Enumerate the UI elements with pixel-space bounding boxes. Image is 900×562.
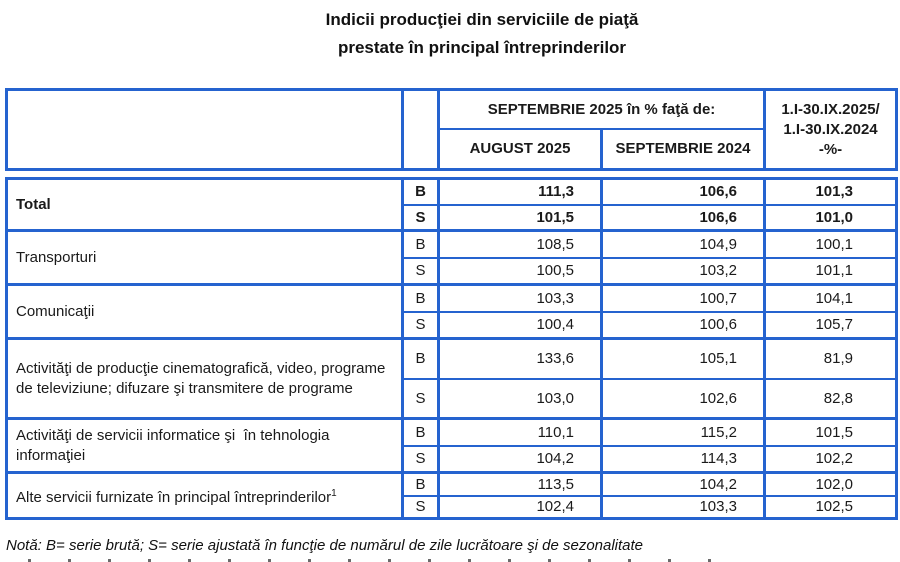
table-body: Total B 111,3 106,6 101,3 S 101,5 106,6 … (5, 177, 898, 520)
table-row: Alte servicii furnizate în principal înt… (5, 471, 898, 520)
value-cell: 108,5 (437, 229, 603, 259)
footnote: Notă: B= serie brută; S= serie ajustată … (6, 537, 644, 554)
row-label-alte-servicii: Alte servicii furnizate în principal înt… (5, 471, 404, 520)
header-empty-series-cell (401, 88, 440, 171)
value-cell: 105,7 (763, 310, 898, 340)
header-col-septembrie: SEPTEMBRIE 2024 (599, 127, 767, 171)
header-period: 1.I-30.IX.2025/ 1.I-30.IX.2024 -%- (763, 88, 899, 171)
title-line-2: prestate în principal întreprinderilor (337, 38, 627, 57)
footnote-marker: 1 (331, 487, 337, 499)
value-cell: 106,6 (600, 203, 766, 232)
series-code: B (401, 283, 440, 313)
value-cell: 104,9 (600, 229, 766, 259)
page-title: Indicii producţiei din serviciile de pia… (0, 6, 900, 62)
table-row: S 104,2 114,3 102,2 (7, 444, 898, 474)
header-compare-label: SEPTEMBRIE 2025 în % faţă de: (436, 88, 767, 130)
series-code: B (401, 177, 440, 206)
value-cell: 106,6 (600, 177, 766, 206)
series-code: S (401, 377, 440, 420)
header-period-line-3: -%- (818, 140, 843, 158)
value-cell: 103,2 (600, 256, 766, 286)
value-cell: 100,7 (600, 283, 766, 313)
clipped-text-fragment (28, 559, 718, 562)
value-cell: 100,1 (763, 229, 898, 259)
indices-table: SEPTEMBRIE 2025 în % faţă de: 1.I-30.IX.… (5, 88, 899, 520)
header-period-line-1: 1.I-30.IX.2025/ (781, 100, 880, 118)
series-code: S (401, 203, 440, 232)
table-row: S 102,4 103,3 102,5 (7, 494, 898, 520)
value-cell: 102,4 (437, 494, 603, 520)
value-cell: 101,0 (763, 203, 898, 232)
table-row: S 103,0 102,6 82,8 (7, 377, 898, 420)
row-label-cinematografie: Activităţi de producţie cinematografică,… (5, 337, 404, 420)
value-cell: 104,1 (763, 283, 898, 313)
value-cell: 103,3 (437, 283, 603, 313)
row-label-text: Alte servicii furnizate în principal înt… (16, 488, 332, 506)
row-label-informatice: Activităţi de servicii informatice şi în… (5, 417, 404, 474)
value-cell: 100,4 (437, 310, 603, 340)
row-label-total: Total (5, 177, 404, 232)
value-cell: 104,2 (600, 471, 766, 497)
value-cell: 101,5 (763, 417, 898, 447)
table-row: Total B 111,3 106,6 101,3 (5, 177, 898, 232)
value-cell: 100,6 (600, 310, 766, 340)
value-cell: 101,3 (763, 177, 898, 206)
series-code: S (401, 444, 440, 474)
value-cell: 103,3 (600, 494, 766, 520)
value-cell: 110,1 (437, 417, 603, 447)
value-cell: 133,6 (437, 337, 603, 380)
value-cell: 101,5 (437, 203, 603, 232)
series-code: S (401, 310, 440, 340)
table-row: S 101,5 106,6 101,0 (7, 203, 898, 232)
row-label-comunicatii: Comunicaţii (5, 283, 404, 340)
series-code: B (401, 337, 440, 380)
value-cell: 105,1 (600, 337, 766, 380)
value-cell: 102,6 (600, 377, 766, 420)
title-line-1: Indicii producţiei din serviciile de pia… (325, 10, 639, 29)
value-cell: 102,5 (763, 494, 898, 520)
value-cell: 101,1 (763, 256, 898, 286)
value-cell: 103,0 (437, 377, 603, 420)
series-code: B (401, 471, 440, 497)
series-code: S (401, 494, 440, 520)
value-cell: 102,0 (763, 471, 898, 497)
table-row: Activităţi de producţie cinematografică,… (5, 337, 898, 420)
header-period-line-2: 1.I-30.IX.2024 (783, 120, 878, 138)
header-empty-label-cell (5, 88, 404, 171)
value-cell: 104,2 (437, 444, 603, 474)
table-row: Comunicaţii B 103,3 100,7 104,1 (5, 283, 898, 340)
series-code: B (401, 229, 440, 259)
header-col-august: AUGUST 2025 (437, 127, 603, 171)
table-header: SEPTEMBRIE 2025 în % faţă de: 1.I-30.IX.… (5, 88, 899, 171)
table-row: S 100,5 103,2 101,1 (7, 256, 898, 286)
value-cell: 82,8 (763, 377, 898, 420)
row-label-transporturi: Transporturi (5, 229, 404, 286)
series-code: S (401, 256, 440, 286)
series-code: B (401, 417, 440, 447)
table-row: S 100,4 100,6 105,7 (7, 310, 898, 340)
value-cell: 81,9 (763, 337, 898, 380)
value-cell: 115,2 (600, 417, 766, 447)
table-row: Activităţi de servicii informatice şi în… (5, 417, 898, 474)
table-row: Transporturi B 108,5 104,9 100,1 (5, 229, 898, 286)
value-cell: 114,3 (600, 444, 766, 474)
value-cell: 111,3 (437, 177, 603, 206)
value-cell: 113,5 (437, 471, 603, 497)
value-cell: 102,2 (763, 444, 898, 474)
value-cell: 100,5 (437, 256, 603, 286)
